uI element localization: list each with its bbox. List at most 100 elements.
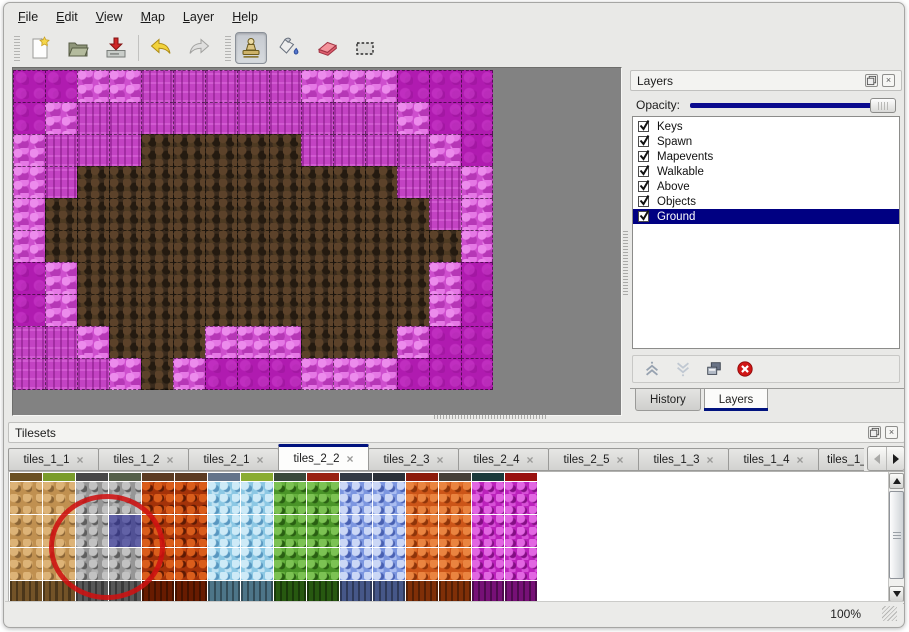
map-tile[interactable]: [365, 262, 397, 294]
map-tile[interactable]: [109, 70, 141, 102]
map-tile[interactable]: [333, 294, 365, 326]
tab-close-icon[interactable]: ×: [706, 452, 714, 467]
map-tile[interactable]: [301, 262, 333, 294]
tileset-tile-partial[interactable]: [142, 473, 174, 481]
map-tile[interactable]: [141, 294, 173, 326]
layer-visibility-checkbox[interactable]: [638, 134, 650, 147]
map-tile[interactable]: [333, 198, 365, 230]
map-tile[interactable]: [429, 70, 461, 102]
map-tile[interactable]: [429, 326, 461, 358]
map-tile[interactable]: [173, 230, 205, 262]
open-file-button[interactable]: [62, 32, 94, 64]
tileset-tile[interactable]: [439, 482, 471, 514]
vertical-splitter-handle[interactable]: [623, 231, 628, 295]
map-tile[interactable]: [269, 102, 301, 134]
save-file-button[interactable]: [100, 32, 132, 64]
map-tile[interactable]: [461, 70, 493, 102]
map-tile[interactable]: [397, 358, 429, 390]
map-tile[interactable]: [397, 166, 429, 198]
map-tile[interactable]: [461, 166, 493, 198]
tileset-tile[interactable]: [274, 482, 306, 514]
map-tile[interactable]: [109, 230, 141, 262]
map-tile[interactable]: [77, 262, 109, 294]
map-tile[interactable]: [429, 134, 461, 166]
layer-row-mapevents[interactable]: Mapevents: [633, 149, 899, 164]
map-tile[interactable]: [45, 102, 77, 134]
map-tile[interactable]: [269, 166, 301, 198]
layer-row-above[interactable]: Above: [633, 179, 899, 194]
tab-close-icon[interactable]: ×: [526, 452, 534, 467]
map-tile[interactable]: [237, 262, 269, 294]
map-tile[interactable]: [141, 134, 173, 166]
scroll-up-icon[interactable]: [889, 473, 904, 489]
layer-row-spawn[interactable]: Spawn: [633, 134, 899, 149]
menu-file[interactable]: File: [18, 10, 39, 24]
map-tile[interactable]: [141, 262, 173, 294]
map-tile[interactable]: [333, 326, 365, 358]
map-tile[interactable]: [365, 166, 397, 198]
map-tile[interactable]: [365, 358, 397, 390]
map-tile[interactable]: [301, 230, 333, 262]
map-tile[interactable]: [269, 294, 301, 326]
delete-layer-icon[interactable]: [736, 360, 754, 378]
map-tile[interactable]: [205, 294, 237, 326]
map-tile[interactable]: [77, 166, 109, 198]
map-tile[interactable]: [13, 326, 45, 358]
tab-close-icon[interactable]: ×: [346, 451, 354, 466]
map-tile[interactable]: [237, 134, 269, 166]
tileset-tab-tiles_2_3[interactable]: tiles_2_3 ×: [368, 448, 459, 471]
scroll-down-icon[interactable]: [889, 586, 904, 602]
tileset-tile-cliff[interactable]: [142, 581, 174, 603]
tileset-tile[interactable]: [373, 548, 405, 580]
map-tile[interactable]: [109, 166, 141, 198]
tileset-tile-partial[interactable]: [43, 473, 75, 481]
map-tile[interactable]: [365, 102, 397, 134]
move-layer-up-icon[interactable]: [643, 360, 661, 378]
map-tile[interactable]: [109, 326, 141, 358]
stamp-tool-button[interactable]: [235, 32, 267, 64]
map-tile[interactable]: [109, 294, 141, 326]
map-tile[interactable]: [141, 102, 173, 134]
map-tile[interactable]: [269, 230, 301, 262]
tileset-tile-partial[interactable]: [76, 473, 108, 481]
map-tile[interactable]: [205, 102, 237, 134]
map-canvas[interactable]: [12, 67, 622, 416]
tilesets-panel-titlebar[interactable]: Tilesets ×: [8, 422, 904, 443]
tab-close-icon[interactable]: ×: [256, 452, 264, 467]
tileset-tile[interactable]: [406, 482, 438, 514]
map-tile[interactable]: [45, 262, 77, 294]
map-tile[interactable]: [429, 198, 461, 230]
map-tile[interactable]: [77, 198, 109, 230]
map-tile[interactable]: [173, 326, 205, 358]
map-tile[interactable]: [461, 198, 493, 230]
tab-scroll-left-icon[interactable]: [868, 447, 886, 470]
tileset-tab-tiles_1_4[interactable]: tiles_1_4 ×: [728, 448, 819, 471]
map-tile[interactable]: [269, 70, 301, 102]
tileset-tile-partial[interactable]: [340, 473, 372, 481]
tileset-tile[interactable]: [439, 548, 471, 580]
map-tile[interactable]: [301, 326, 333, 358]
map-tile[interactable]: [13, 198, 45, 230]
float-icon[interactable]: [868, 426, 881, 439]
map-tile[interactable]: [109, 262, 141, 294]
tileset-scrollbar[interactable]: [888, 472, 904, 603]
map-tile[interactable]: [397, 102, 429, 134]
layer-row-objects[interactable]: Objects: [633, 194, 899, 209]
tileset-tile-partial[interactable]: [307, 473, 339, 481]
eraser-tool-button[interactable]: [311, 32, 343, 64]
tileset-tile[interactable]: [505, 515, 537, 547]
tab-layers[interactable]: Layers: [703, 389, 769, 411]
map-tile[interactable]: [301, 70, 333, 102]
map-tile[interactable]: [301, 198, 333, 230]
tileset-tile[interactable]: [340, 515, 372, 547]
map-tile[interactable]: [205, 198, 237, 230]
tileset-tile-partial[interactable]: [406, 473, 438, 481]
tileset-tab-tiles_2_2[interactable]: tiles_2_2 ×: [278, 444, 369, 471]
tab-history[interactable]: History: [635, 389, 701, 411]
tileset-tab-tiles_1_1[interactable]: tiles_1_1 ×: [8, 448, 99, 471]
map-tile[interactable]: [269, 358, 301, 390]
map-tile[interactable]: [45, 198, 77, 230]
tab-close-icon[interactable]: ×: [796, 452, 804, 467]
resize-grip[interactable]: [882, 606, 897, 621]
map-tile[interactable]: [269, 326, 301, 358]
